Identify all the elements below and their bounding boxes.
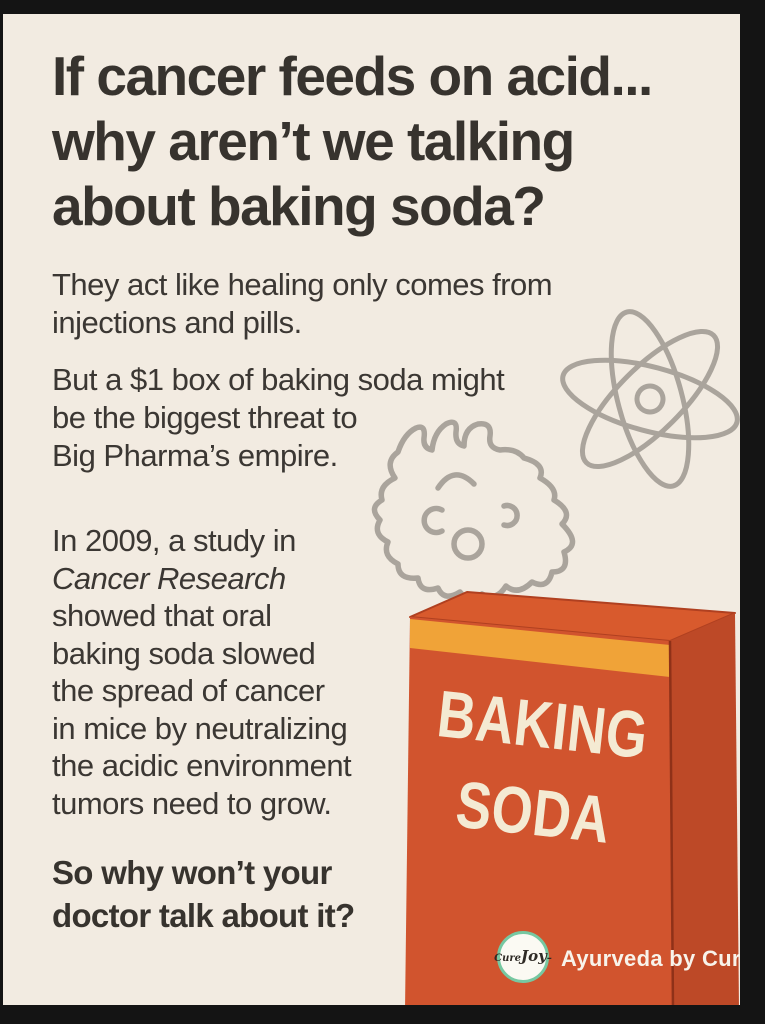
paragraph-line: in mice by neutralizing [52,710,348,746]
box-fold-line [668,640,675,1011]
headline: If cancer feeds on acid... why aren’t we… [52,44,653,239]
frame-top-bar [0,0,765,14]
cancer-cell-icon [371,419,576,603]
paragraph-study: In 2009, a study in Cancer Research show… [52,522,352,822]
paragraph-line: They act like healing only comes from [52,267,553,302]
headline-line: why aren’t we talking [52,110,575,172]
logo-word-joy: Joy [521,946,547,965]
box-label: BAKING SODA [417,668,659,867]
paragraph-line: be the biggest threat to [52,400,358,435]
paragraph-line: But a $1 box of baking soda might [52,362,505,397]
paragraph-line: showed that oral [52,598,272,633]
frame-right-bar [740,0,765,1024]
curejoy-logo: CureJoy– [494,931,552,983]
paragraph-injections: They act like healing only comes from in… [52,266,553,342]
box-stripe [410,619,670,677]
paragraph-big-pharma: But a $1 box of baking soda might be the… [52,361,505,475]
frame-bottom-bar [0,1005,765,1024]
baking-soda-box [405,591,739,1011]
closing-question: So why won’t your doctor talk about it? [52,851,355,937]
paragraph-line: baking soda slowed [52,635,316,671]
headline-line: about baking soda? [52,175,546,237]
question-line: doctor talk about it? [52,897,355,934]
logo-dash: – [546,952,552,964]
paragraph-line: the spread of cancer [52,673,325,708]
paragraph-line: In 2009, a study in [52,523,296,558]
brand-line: Ayurveda by Curejoy [561,946,765,971]
headline-line: If cancer feeds on acid... [52,45,653,107]
paragraph-line: Big Pharma’s empire. [52,438,338,473]
curejoy-logo-text: CureJoy– [494,948,552,964]
paragraph-line: injections and pills. [52,305,302,340]
question-line: So why won’t your [52,854,332,891]
journal-name: Cancer Research [52,560,286,596]
atom-icon [560,309,740,489]
frame-left-bar [0,0,3,1024]
paragraph-line: the acidic environment [52,748,352,783]
logo-word-cure: Cure [494,952,522,964]
box-front-face [405,617,673,1010]
paragraph-line: tumors need to grow. [52,785,332,821]
box-side-face [670,613,739,1010]
